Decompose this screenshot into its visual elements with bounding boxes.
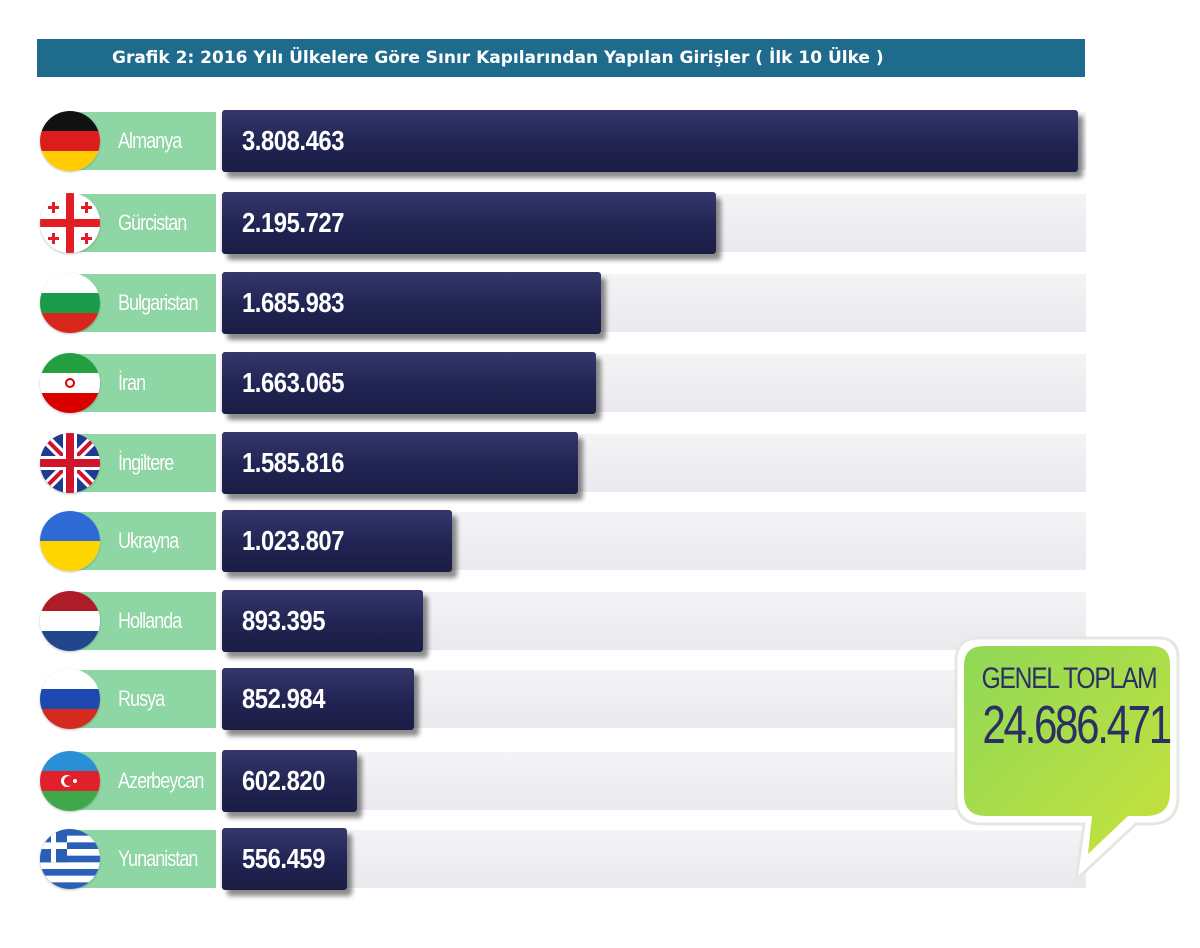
iran-flag-icon <box>40 353 100 413</box>
data-label: 2.195.727 <box>242 207 345 238</box>
category-label-box: Bulgaristan <box>78 274 216 332</box>
bar-row: İngiltere 1.585.816 <box>38 432 1086 494</box>
bar-row: Azerbeycan 602.820 <box>38 750 1086 812</box>
bar-row: Bulgaristan 1.685.983 <box>38 272 1086 334</box>
bar <box>222 352 596 414</box>
russia-flag-icon <box>40 669 100 729</box>
germany-flag-icon <box>40 111 100 171</box>
data-label: 1.585.816 <box>242 447 345 478</box>
category-label: İngiltere <box>118 450 174 475</box>
category-label-box: Rusya <box>78 670 216 728</box>
total-callout <box>952 628 1182 888</box>
chart-title: Grafik 2: 2016 Yılı Ülkelere Göre Sınır … <box>37 39 1085 77</box>
category-label: Almanya <box>118 128 182 153</box>
bar-row: Hollanda 893.395 <box>38 590 1086 652</box>
bar-row: Gürcistan 2.195.727 <box>38 192 1086 254</box>
ukraine-flag-icon <box>40 511 100 571</box>
category-label: Bulgaristan <box>118 290 198 315</box>
georgia-flag-icon <box>40 193 100 253</box>
greece-flag-icon <box>40 829 100 889</box>
data-label: 1.685.983 <box>242 287 345 318</box>
bar-track <box>220 830 1086 888</box>
bulgaria-flag-icon <box>40 273 100 333</box>
bar <box>222 828 347 890</box>
uk-flag-icon <box>40 433 100 493</box>
bar-row: İran 1.663.065 <box>38 352 1086 414</box>
data-label: 1.023.807 <box>242 525 345 556</box>
category-label-box: Hollanda <box>78 592 216 650</box>
bar <box>222 110 1078 172</box>
category-label: Gürcistan <box>118 210 187 235</box>
data-label: 602.820 <box>242 765 326 796</box>
bar <box>222 510 452 572</box>
category-label-box: Ukrayna <box>78 512 216 570</box>
category-label-box: Gürcistan <box>78 194 216 252</box>
data-label: 3.808.463 <box>242 125 345 156</box>
category-label-box: İngiltere <box>78 434 216 492</box>
bar-row: Yunanistan 556.459 <box>38 828 1086 890</box>
data-label: 1.663.065 <box>242 367 345 398</box>
bar <box>222 668 414 730</box>
bar <box>222 432 578 494</box>
bar <box>222 750 357 812</box>
speech-bubble-shape <box>954 636 1180 884</box>
total-text: GENEL TOPLAM 24.686.471 <box>958 662 1180 756</box>
bar-row: Almanya 3.808.463 <box>38 110 1086 172</box>
category-label-box: Yunanistan <box>78 830 216 888</box>
category-label: İran <box>118 370 146 395</box>
category-label: Hollanda <box>118 608 182 633</box>
bar <box>222 590 423 652</box>
category-label-box: İran <box>78 354 216 412</box>
category-label-box: Azerbeycan <box>78 752 216 810</box>
category-label-box: Almanya <box>78 112 216 170</box>
data-label: 852.984 <box>242 683 326 714</box>
bar-row: Ukrayna 1.023.807 <box>38 510 1086 572</box>
total-label: GENEL TOPLAM <box>981 662 1158 695</box>
azerbaijan-flag-icon <box>40 751 100 811</box>
category-label: Ukrayna <box>118 528 179 553</box>
category-label: Yunanistan <box>118 846 198 871</box>
bar-track <box>220 752 1086 810</box>
netherlands-flag-icon <box>40 591 100 651</box>
category-label: Azerbeycan <box>118 768 204 793</box>
total-value: 24.686.471 <box>982 695 1172 755</box>
bar-row: Rusya 852.984 <box>38 668 1086 730</box>
bar <box>222 272 601 334</box>
bar <box>222 192 716 254</box>
category-label: Rusya <box>118 686 165 711</box>
data-label: 893.395 <box>242 605 326 636</box>
data-label: 556.459 <box>242 843 326 874</box>
